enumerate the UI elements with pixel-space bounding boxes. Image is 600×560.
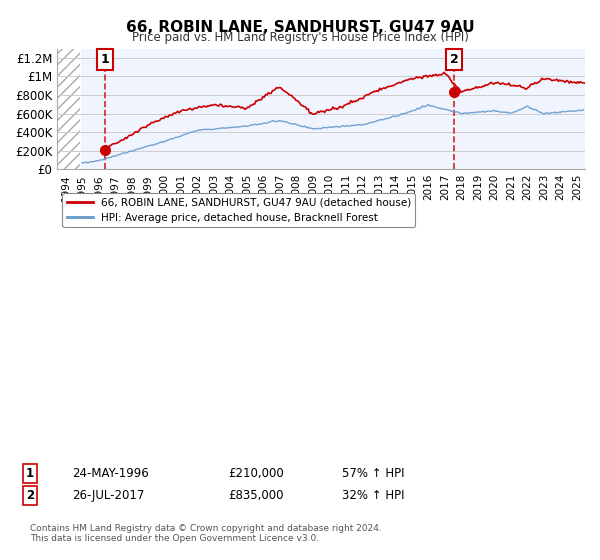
Text: £210,000: £210,000 [228,466,284,480]
Text: Contains HM Land Registry data © Crown copyright and database right 2024.
This d: Contains HM Land Registry data © Crown c… [30,524,382,543]
Text: 32% ↑ HPI: 32% ↑ HPI [342,489,404,502]
Legend: 66, ROBIN LANE, SANDHURST, GU47 9AU (detached house), HPI: Average price, detach: 66, ROBIN LANE, SANDHURST, GU47 9AU (det… [62,193,415,227]
Text: Price paid vs. HM Land Registry's House Price Index (HPI): Price paid vs. HM Land Registry's House … [131,31,469,44]
Text: 2: 2 [449,53,458,66]
Bar [57,49,80,169]
Text: 1: 1 [100,53,109,66]
Text: £835,000: £835,000 [228,489,284,502]
Text: 66, ROBIN LANE, SANDHURST, GU47 9AU: 66, ROBIN LANE, SANDHURST, GU47 9AU [125,20,475,35]
Text: 26-JUL-2017: 26-JUL-2017 [72,489,145,502]
Text: 2: 2 [26,489,34,502]
Bar [57,49,80,169]
Text: 57% ↑ HPI: 57% ↑ HPI [342,466,404,480]
Text: 24-MAY-1996: 24-MAY-1996 [72,466,149,480]
Text: 1: 1 [26,466,34,480]
